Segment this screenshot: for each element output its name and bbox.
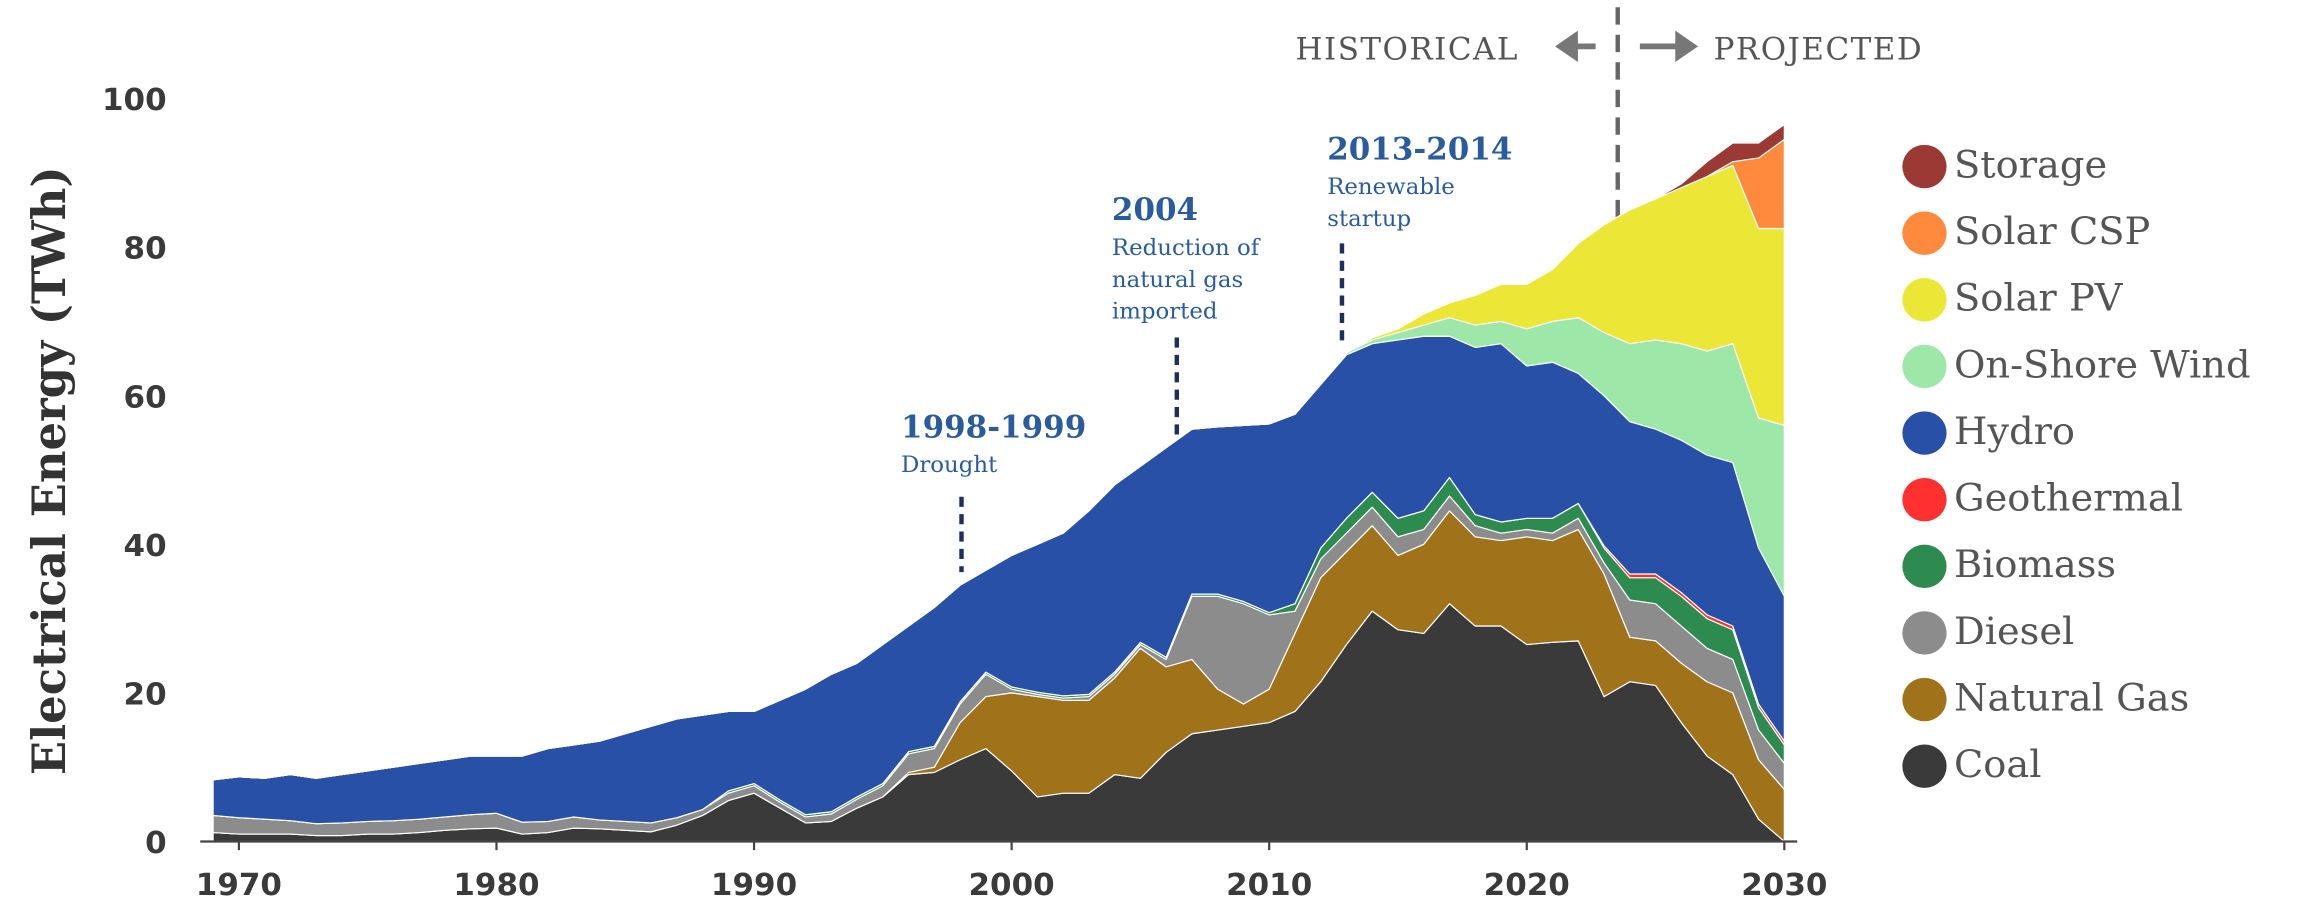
annotation-text: Renewable <box>1327 174 1455 200</box>
annotation-text: natural gas <box>1112 267 1243 293</box>
legend-label: Coal <box>1954 742 2042 786</box>
annotation-title: 2013-2014 <box>1327 132 1512 168</box>
legend-swatch <box>1902 611 1947 655</box>
x-tick-label: 2030 <box>1741 868 1827 903</box>
arrow-left <box>1555 30 1596 63</box>
legend-swatch <box>1902 544 1947 589</box>
x-tick-label: 2010 <box>1226 868 1312 903</box>
legend-swatch <box>1902 744 1947 788</box>
x-tick-label: 2000 <box>969 868 1055 903</box>
legend-label: Biomass <box>1954 542 2116 586</box>
legend-swatch <box>1902 278 1947 322</box>
legend-label: Solar PV <box>1954 276 2123 320</box>
annotation-title: 1998-1999 <box>901 410 1086 446</box>
y-tick-label: 100 <box>102 83 167 118</box>
annotation-text: imported <box>1112 299 1218 325</box>
legend-label: Solar CSP <box>1954 209 2150 253</box>
legend-swatch <box>1902 677 1947 722</box>
area <box>212 123 1785 781</box>
legend-label: Geothermal <box>1954 476 2183 520</box>
legend-label: On-Shore Wind <box>1954 343 2251 387</box>
legend-label: Diesel <box>1954 609 2074 653</box>
legend-swatch <box>1902 144 1947 189</box>
annotation-text: startup <box>1327 206 1411 232</box>
legend-swatch <box>1902 344 1947 389</box>
legend-swatch <box>1902 477 1947 522</box>
projected-label: PROJECTED <box>1714 33 1924 68</box>
annotation-text: Reduction of <box>1112 235 1261 261</box>
y-tick-label: 0 <box>145 826 167 861</box>
legend-swatch <box>1902 211 1947 255</box>
y-tick-label: 80 <box>124 232 167 267</box>
x-tick-label: 2020 <box>1484 868 1570 903</box>
annotation-title: 2004 <box>1112 192 1198 228</box>
x-tick-label: 1980 <box>453 868 539 903</box>
legend-label: Natural Gas <box>1954 676 2189 720</box>
historical-label: HISTORICAL <box>1296 33 1519 68</box>
x-tick-label: 1970 <box>196 868 282 903</box>
annotation-text: Drought <box>901 452 997 478</box>
y-tick-label: 20 <box>124 678 167 713</box>
y-axis-label: Electrical Energy (TWh) <box>22 166 76 775</box>
legend-label: Storage <box>1954 143 2107 187</box>
arrow-right <box>1639 30 1699 63</box>
x-tick-label: 1990 <box>711 868 797 903</box>
legend-label: Hydro <box>1954 409 2075 453</box>
y-tick-label: 60 <box>124 381 167 416</box>
legend-swatch <box>1902 411 1947 455</box>
y-tick-label: 40 <box>124 529 167 564</box>
